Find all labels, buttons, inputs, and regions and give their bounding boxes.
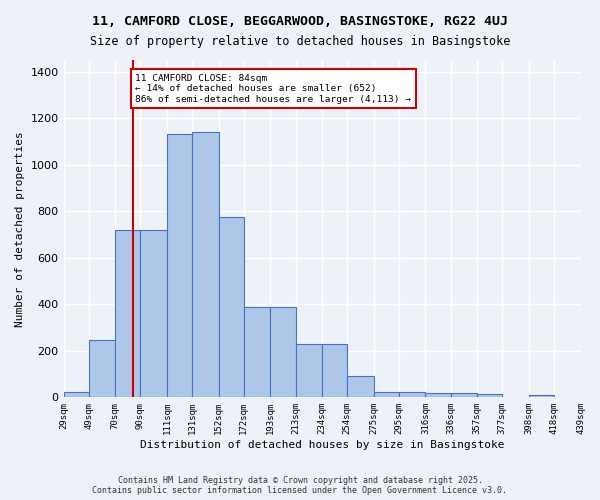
Bar [322,344,347,398]
Text: Size of property relative to detached houses in Basingstoke: Size of property relative to detached ho… [90,35,510,48]
Bar [529,395,554,398]
Bar [271,306,296,398]
Bar [218,217,244,398]
Bar [64,392,89,398]
Bar [296,344,322,398]
Bar [89,340,115,398]
Bar [347,376,374,398]
Bar [167,134,192,398]
Text: 11 CAMFORD CLOSE: 84sqm
← 14% of detached houses are smaller (652)
86% of semi-d: 11 CAMFORD CLOSE: 84sqm ← 14% of detache… [136,74,412,104]
Text: Contains HM Land Registry data © Crown copyright and database right 2025.
Contai: Contains HM Land Registry data © Crown c… [92,476,508,495]
Text: 11, CAMFORD CLOSE, BEGGARWOOD, BASINGSTOKE, RG22 4UJ: 11, CAMFORD CLOSE, BEGGARWOOD, BASINGSTO… [92,15,508,28]
Bar [244,306,271,398]
Bar [399,392,425,398]
Bar [140,230,167,398]
Y-axis label: Number of detached properties: Number of detached properties [15,131,25,326]
Bar [115,230,140,398]
Bar [425,392,451,398]
X-axis label: Distribution of detached houses by size in Basingstoke: Distribution of detached houses by size … [140,440,504,450]
Bar [477,394,502,398]
Bar [451,392,477,398]
Bar [374,392,399,398]
Bar [192,132,218,398]
